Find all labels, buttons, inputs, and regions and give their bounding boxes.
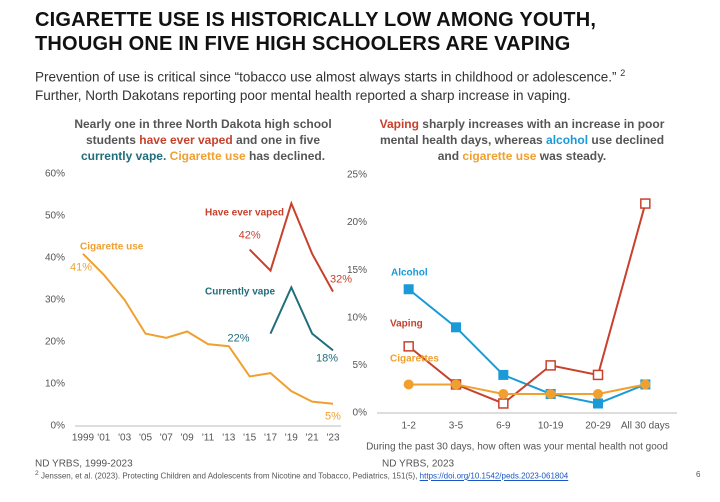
x-tick-label: '21 <box>306 433 319 444</box>
series-line <box>408 203 647 405</box>
x-tick-label: 1-2 <box>401 421 416 432</box>
x-tick-label: 6-9 <box>496 421 511 432</box>
y-tick-label: 0% <box>51 421 66 432</box>
footnote-link[interactable]: https://doi.org/10.1542/peds.2023-061804 <box>419 471 569 481</box>
x-tick-label: '17 <box>264 433 277 444</box>
y-tick-label: 60% <box>45 169 65 180</box>
footnote-marker: 2 <box>35 470 39 477</box>
marker <box>593 388 603 399</box>
x-tick-label: '05 <box>139 433 152 444</box>
y-tick-label: 20% <box>45 337 65 348</box>
marker <box>592 369 604 381</box>
marker <box>640 379 651 390</box>
title-run: use declined and <box>437 133 665 163</box>
title-run: Vaping <box>379 117 419 131</box>
y-tick-label: 0% <box>353 408 368 419</box>
marker <box>640 198 651 209</box>
title-line: THOUGH ONE IN FIVE HIGH SCHOOLERS ARE VA… <box>35 33 571 55</box>
title-run: and one in five <box>232 133 321 147</box>
footnote-text: Jenssen, et al. (2023). Protecting Child… <box>40 471 420 481</box>
page-number: 6 <box>696 470 701 479</box>
title-run: cigarette use <box>462 149 537 163</box>
marker <box>451 322 461 333</box>
y-tick-label: 15% <box>347 265 367 276</box>
series-label: Currently vape <box>205 287 275 298</box>
series-line <box>408 288 646 405</box>
marker <box>403 284 414 295</box>
value-label: 22% <box>227 333 249 345</box>
series-line <box>82 253 334 405</box>
chart-title: Nearly one in three North Dakota high sc… <box>62 116 344 164</box>
x-tick-label: '07 <box>160 433 173 444</box>
x-axis-label: During the past 30 days, how often was y… <box>366 442 668 453</box>
title-run: has declined. <box>245 149 326 163</box>
value-label: 42% <box>239 230 261 242</box>
marker <box>498 388 509 399</box>
marker <box>403 341 414 352</box>
x-tick-label: 1999 <box>72 433 95 444</box>
value-label: 32% <box>330 274 352 286</box>
title-run: sharply increases with an increase in po… <box>379 117 665 147</box>
note-ref: 2 <box>620 68 626 78</box>
x-tick-label: 3-5 <box>449 421 464 432</box>
title-run: alcohol <box>546 133 589 147</box>
marker <box>498 398 509 409</box>
y-tick-label: 40% <box>45 253 65 264</box>
series-label: Cigarettes <box>390 354 439 365</box>
series-line <box>408 383 646 395</box>
y-tick-label: 25% <box>347 170 367 181</box>
subtitle-line: Further, North Dakotans reporting poor m… <box>35 87 571 103</box>
subtitle-text: Prevention of use is critical since “tob… <box>35 69 617 85</box>
y-tick-label: 30% <box>45 295 65 306</box>
series-line <box>248 200 334 293</box>
footnote: 2 Jenssen, et al. (2023). Protecting Chi… <box>35 470 568 481</box>
x-tick-label: '11 <box>202 433 215 444</box>
title-run: Nearly one in three North Dakota high sc… <box>74 117 332 147</box>
x-tick-label: 10-19 <box>538 421 564 432</box>
chart-title: Vaping sharply increases with an increas… <box>372 116 672 164</box>
source: ND YRBS, 1999-2023 <box>35 459 133 470</box>
title-run: was steady. <box>536 149 607 163</box>
title-run: have ever vaped <box>139 133 233 147</box>
x-tick-label: '23 <box>326 433 339 444</box>
marker <box>545 360 556 371</box>
title-line: CIGARETTE USE IS HISTORICALLY LOW AMONG … <box>35 9 597 31</box>
marker <box>403 379 414 390</box>
value-label: 18% <box>316 352 338 364</box>
y-tick-label: 50% <box>45 211 65 222</box>
series-label: Have ever vaped <box>205 208 284 219</box>
subtitle-line: Prevention of use is critical since “tob… <box>35 64 625 87</box>
marker <box>498 369 509 380</box>
y-tick-label: 5% <box>353 360 368 371</box>
subtitle: Prevention of use is critical since “tob… <box>35 64 625 105</box>
x-tick-label: '01 <box>97 433 110 444</box>
x-tick-label: '09 <box>181 433 194 444</box>
title-run: Cigarette use <box>169 149 246 163</box>
y-tick-label: 10% <box>45 379 65 390</box>
series-label: Vaping <box>390 319 423 330</box>
marker <box>593 398 603 409</box>
slide-title: CIGARETTE USE IS HISTORICALLY LOW AMONG … <box>35 8 596 56</box>
title-run: currently vape. <box>80 149 167 163</box>
x-tick-label: '13 <box>222 433 235 444</box>
x-tick-label: '03 <box>118 433 131 444</box>
y-tick-label: 20% <box>347 217 367 228</box>
marker <box>545 388 556 399</box>
source: ND YRBS, 2023 <box>382 459 455 470</box>
x-tick-label: '19 <box>285 433 298 444</box>
value-label: 5% <box>325 411 341 423</box>
marker <box>451 379 461 390</box>
value-label: 41% <box>70 262 92 274</box>
y-tick-label: 10% <box>347 312 367 323</box>
x-tick-label: 20-29 <box>585 421 611 432</box>
series-label: Cigarette use <box>80 242 144 253</box>
series-label: Alcohol <box>391 268 428 279</box>
x-tick-label: All 30 days <box>621 421 670 432</box>
x-tick-label: '15 <box>243 433 256 444</box>
series-line <box>269 284 334 352</box>
